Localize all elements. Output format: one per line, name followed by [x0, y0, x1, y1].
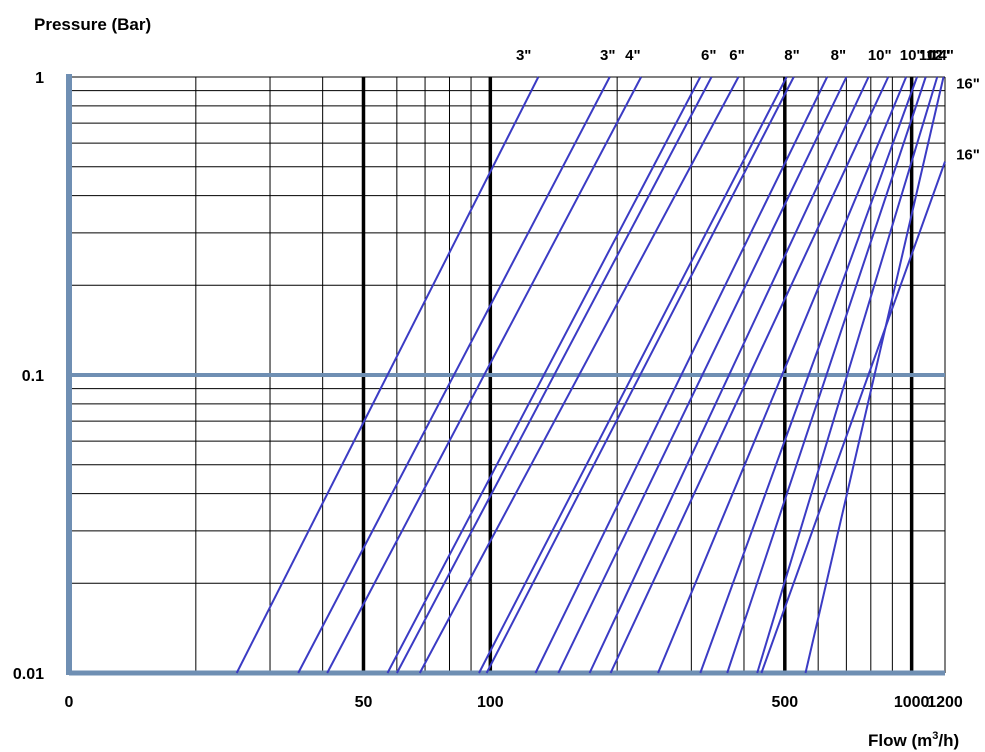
x-tick-label: 0: [65, 694, 74, 711]
series-label: 3": [516, 47, 531, 64]
series-lines: [235, 76, 946, 674]
x-tick-label: 100: [477, 694, 504, 711]
series-label: 6": [701, 47, 716, 64]
series-label: 3": [600, 47, 615, 64]
series-label: 6": [729, 47, 744, 64]
series-line-8: [485, 76, 795, 674]
series-label: 16": [956, 76, 980, 93]
series-line-1: [235, 76, 540, 674]
series-label: 14": [930, 47, 954, 64]
series-line-18: [760, 161, 946, 674]
series-line-15: [726, 76, 927, 674]
x-tick-label: 50: [355, 694, 373, 711]
series-labels: 3" 3" 4" 6" 6" 8" 8" 10" 10"10"12"14"16"16": [516, 47, 980, 163]
x-tick-label: 1000: [894, 694, 930, 711]
series-line-4: [386, 76, 702, 674]
y-tick-label: 0.01: [13, 666, 44, 683]
series-line-10: [557, 76, 848, 674]
series-label: 10": [900, 47, 924, 64]
series-line-3: [326, 76, 642, 674]
x-axis-label-main: Flow (m: [868, 731, 932, 750]
series-line-16: [756, 76, 939, 674]
series-label: 12": [926, 47, 950, 64]
y-tick-label: 0.1: [22, 368, 44, 385]
x-axis-label-end: /h): [938, 731, 959, 750]
y-tick-label: 1: [35, 70, 44, 87]
axes: [66, 74, 945, 676]
x-tick-label: 500: [771, 694, 798, 711]
series-line-2: [297, 76, 611, 674]
x-axis-label: Flow (m3/h): [868, 730, 959, 750]
y-axis-label: Pressure (Bar): [34, 15, 151, 34]
series-line-6: [418, 76, 740, 674]
series-line-17: [804, 76, 945, 674]
series-label: 8": [831, 47, 846, 64]
series-label: 16": [956, 146, 980, 163]
series-line-12: [609, 76, 890, 674]
x-axis-label-superscript: 3: [932, 730, 938, 742]
series-line-11: [588, 76, 870, 674]
series-label: 10": [919, 47, 943, 64]
series-line-9: [534, 76, 828, 674]
series-label: 8": [784, 47, 799, 64]
series-line-13: [657, 76, 908, 674]
series-line-14: [699, 76, 918, 674]
x-tick-label: 1200: [927, 694, 963, 711]
series-line-5: [396, 76, 713, 674]
series-label: 10": [868, 47, 892, 64]
series-label: 4": [625, 47, 640, 64]
series-line-7: [478, 76, 788, 674]
